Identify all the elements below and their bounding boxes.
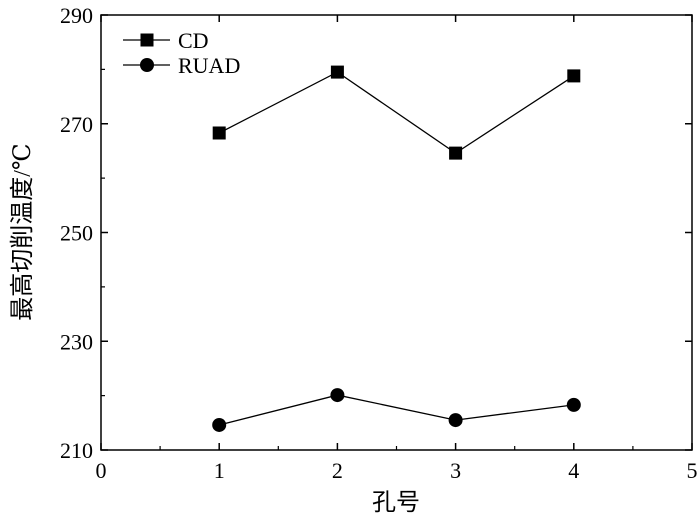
y-tick-label: 270 [60,112,93,137]
legend-marker-cd [140,33,154,47]
y-tick-label: 250 [60,221,93,246]
plot-frame [100,14,693,451]
y-tick-label: 290 [60,3,93,28]
series-line-ruad [219,394,574,426]
x-tick-label: 5 [687,458,698,483]
x-tick-label: 2 [332,458,343,483]
legend-label: CD [178,28,209,53]
legend-label: RUAD [178,53,240,78]
x-tick-label: 4 [568,458,579,483]
x-tick-label: 3 [450,458,461,483]
data-point-cd [212,126,226,140]
data-point-cd [449,146,463,160]
y-tick-label: 230 [60,329,93,354]
x-tick-label: 0 [96,458,107,483]
x-axis-label: 孔号 [372,490,420,516]
series-line-cd [218,71,575,154]
data-point-ruad [566,397,581,412]
x-tick-label: 1 [214,458,225,483]
data-point-ruad [212,417,227,432]
data-point-cd [567,69,581,83]
data-point-ruad [448,413,463,428]
data-point-cd [330,65,344,79]
legend-marker-ruad [140,58,154,72]
y-axis-label: 最高切削温度/℃ [9,143,36,321]
y-tick-label: 210 [60,438,93,463]
data-point-ruad [330,388,345,403]
